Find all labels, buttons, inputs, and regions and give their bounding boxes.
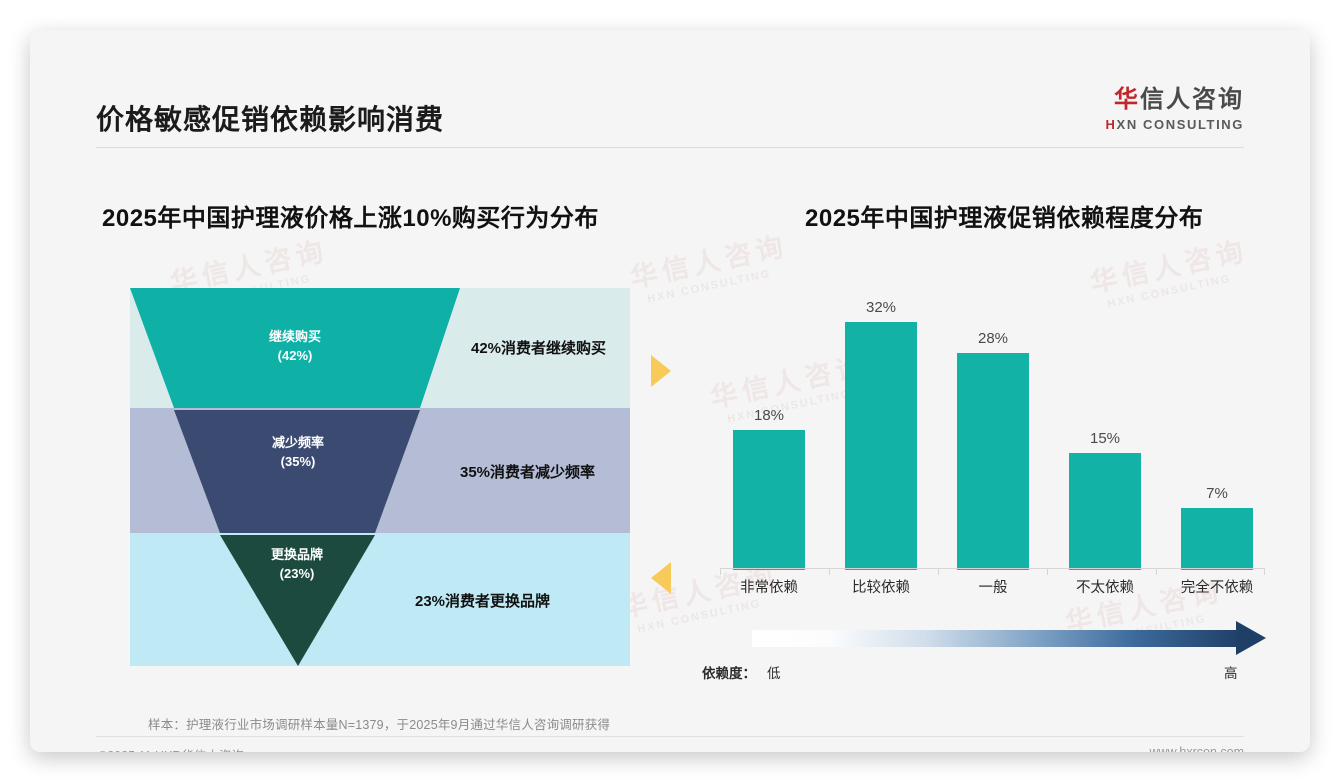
gradient-arrow-icon [1236,621,1266,655]
funnel-band-3 [130,533,630,666]
funnel-chart: 继续购买 (42%) 减少频率 (35%) 更换品牌 (23%) 42%消费者继… [130,288,630,666]
bar-2[interactable] [957,353,1029,570]
funnel-description-3: 23%消费者更换品牌 [415,593,551,610]
slide-card: 华信人咨询 HXN CONSULTING 华信人咨询 HXN CONSULTIN… [30,30,1310,752]
logo-english: HXN CONSULTING [1106,118,1244,131]
funnel-stage-text-3: 更换品牌 (23%) [232,546,362,584]
x-axis-label-3: 不太依赖 [1076,580,1134,596]
page-title: 价格敏感促销依赖影响消费 [96,104,445,135]
funnel-description-2: 35%消费者减少频率 [460,464,596,481]
logo-chinese-rest: 信人咨询 [1140,86,1244,113]
funnel-stage-label-3: 更换品牌 [270,547,323,562]
funnel-stage-value-2: (35%) [280,453,316,469]
arrow-left-icon [651,562,671,594]
bar-chart: 18% 32% 28% 15% 7% [720,280,1265,570]
axis-tick [720,568,721,575]
bar-3[interactable] [1069,453,1141,570]
legend-title: 依赖度： [702,666,756,681]
legend-low-label: 低 [767,666,781,681]
logo-english-first-char: H [1105,117,1117,132]
bar-value-1: 32% [865,299,897,316]
x-axis-label-2: 一般 [978,580,1008,596]
funnel-stage-text-1: 继续购买 (42%) [230,328,360,366]
funnel-stage-value-1: (42%) [277,347,313,363]
bar-4[interactable] [1181,508,1253,570]
x-axis-line [720,568,1265,569]
x-axis-label-1: 比较依赖 [852,580,910,596]
bar-value-3: 15% [1089,430,1121,447]
axis-tick [1264,568,1265,575]
dependency-gradient-bar [752,630,1242,647]
bar-value-0: 18% [753,407,785,424]
logo-english-rest: XN CONSULTING [1116,117,1244,132]
logo-chinese: 华信人咨询 [1106,88,1244,112]
funnel-stage-value-3: (23%) [279,565,315,581]
axis-tick [1156,568,1157,575]
funnel-stage-text-2: 减少频率 (35%) [233,434,363,472]
funnel-stage-label-2: 减少频率 [271,435,324,450]
axis-tick [829,568,830,575]
bar-0[interactable] [733,430,805,570]
legend-high-label: 高 [1224,666,1238,681]
x-axis-label-0: 非常依赖 [740,580,798,596]
source-footnote: 样本：护理液行业市场调研样本量N=1379，于2025年9月通过华信人咨询调研获… [148,718,611,732]
footer-copyright: ©2025.11 HXR华信人咨询 [98,745,244,752]
funnel-description-1: 42%消费者继续购买 [471,340,607,357]
funnel-segment-2 [174,410,420,533]
funnel-segment-1 [130,288,460,408]
brand-logo: 华信人咨询 HXN CONSULTING [1106,88,1244,132]
x-axis-label-4: 完全不依赖 [1180,580,1254,596]
left-chart-title: 2025年中国护理液价格上涨10%购买行为分布 [102,205,599,232]
logo-chinese-first-char: 华 [1114,86,1140,113]
bar-value-4: 7% [1206,485,1228,502]
axis-tick [938,568,939,575]
axis-tick [1047,568,1048,575]
funnel-shape [130,288,460,666]
arrow-right-icon [651,355,671,387]
footer-website: www.hxrcon.com [1149,745,1244,752]
funnel-segment-3 [220,535,375,666]
right-chart-title: 2025年中国护理液促销依赖程度分布 [805,205,1204,232]
header-divider [96,147,1244,148]
funnel-stage-label-1: 继续购买 [268,329,321,344]
bar-value-2: 28% [977,330,1009,347]
footer-divider [96,736,1244,737]
bar-1[interactable] [845,322,917,570]
